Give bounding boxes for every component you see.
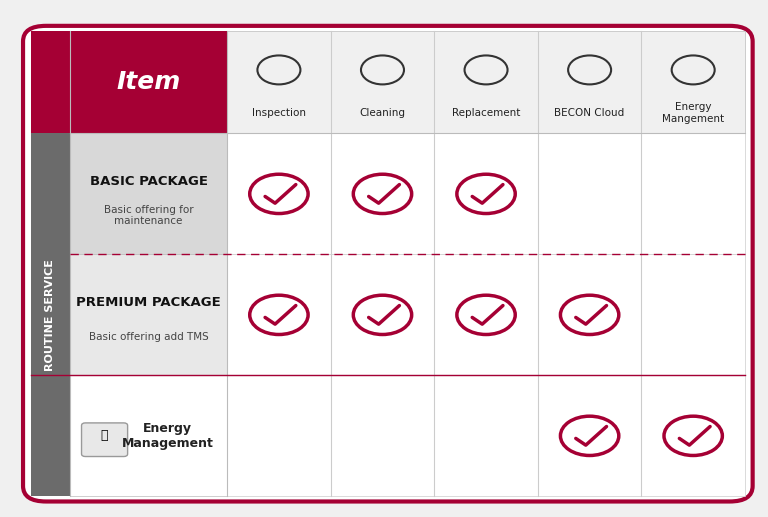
FancyBboxPatch shape	[31, 31, 227, 133]
FancyBboxPatch shape	[70, 254, 227, 375]
FancyBboxPatch shape	[641, 133, 745, 254]
FancyBboxPatch shape	[641, 31, 745, 133]
Text: PREMIUM PACKAGE: PREMIUM PACKAGE	[76, 296, 221, 309]
FancyBboxPatch shape	[23, 26, 753, 501]
FancyBboxPatch shape	[227, 133, 331, 254]
FancyBboxPatch shape	[434, 31, 538, 133]
FancyBboxPatch shape	[227, 254, 331, 375]
FancyBboxPatch shape	[641, 254, 745, 375]
FancyBboxPatch shape	[434, 375, 538, 496]
Text: Inspection: Inspection	[252, 108, 306, 118]
FancyBboxPatch shape	[434, 254, 538, 375]
Text: BECON Cloud: BECON Cloud	[554, 108, 624, 118]
Text: Energy
Mangement: Energy Mangement	[662, 102, 724, 124]
Text: Basic offering add TMS: Basic offering add TMS	[88, 331, 208, 342]
Text: Replacement: Replacement	[452, 108, 520, 118]
FancyBboxPatch shape	[70, 133, 227, 254]
FancyBboxPatch shape	[331, 133, 434, 254]
FancyBboxPatch shape	[70, 375, 227, 496]
Text: ROUTINE SERVICE: ROUTINE SERVICE	[45, 259, 55, 371]
FancyBboxPatch shape	[641, 375, 745, 496]
FancyBboxPatch shape	[331, 31, 434, 133]
FancyBboxPatch shape	[227, 31, 331, 133]
Text: Item: Item	[117, 70, 180, 94]
FancyBboxPatch shape	[227, 375, 331, 496]
Text: 🖥: 🖥	[101, 429, 108, 443]
FancyBboxPatch shape	[331, 254, 434, 375]
FancyBboxPatch shape	[538, 31, 641, 133]
FancyBboxPatch shape	[31, 133, 70, 496]
FancyBboxPatch shape	[538, 254, 641, 375]
Text: Basic offering for
maintenance: Basic offering for maintenance	[104, 205, 194, 226]
Text: BASIC PACKAGE: BASIC PACKAGE	[90, 175, 207, 188]
FancyBboxPatch shape	[331, 375, 434, 496]
FancyBboxPatch shape	[538, 133, 641, 254]
FancyBboxPatch shape	[81, 423, 127, 457]
FancyBboxPatch shape	[538, 375, 641, 496]
FancyBboxPatch shape	[434, 133, 538, 254]
Text: Cleaning: Cleaning	[359, 108, 406, 118]
Text: Energy
Management: Energy Management	[121, 422, 214, 450]
